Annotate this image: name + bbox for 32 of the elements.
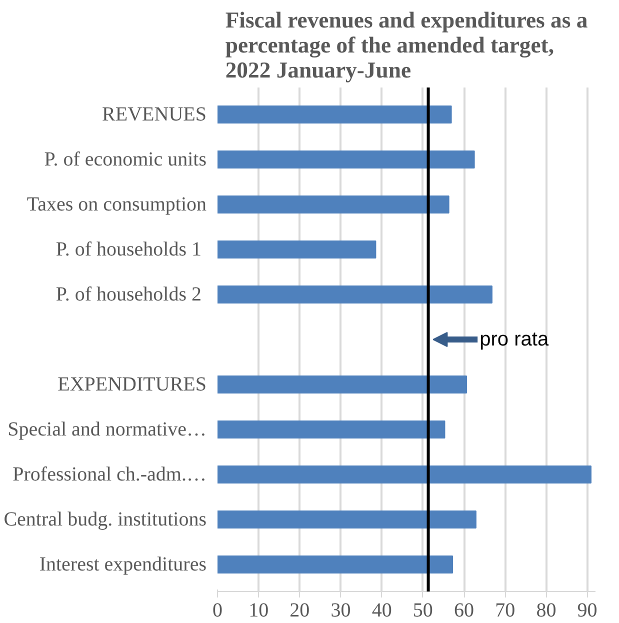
x-tick-label: 0 xyxy=(212,600,222,622)
x-tick-label: 40 xyxy=(372,600,392,622)
bar xyxy=(218,375,467,394)
x-tick-label: 70 xyxy=(495,600,516,622)
bar xyxy=(218,465,592,484)
y-tick-label: P. of households 2 xyxy=(56,284,202,306)
x-tick-label: 20 xyxy=(290,600,310,622)
bar xyxy=(218,195,450,214)
y-tick-label: Special and normative… xyxy=(8,418,206,440)
x-tick-label: 60 xyxy=(454,600,474,622)
y-tick-label: Professional ch.-adm.… xyxy=(12,464,207,486)
bar xyxy=(218,105,452,124)
bar xyxy=(218,285,492,304)
y-tick-label: Interest expenditures xyxy=(39,554,207,576)
y-tick-label: REVENUES xyxy=(102,104,207,126)
y-tick-label: P. of households 1 xyxy=(56,238,202,260)
x-tick-label: 90 xyxy=(577,600,598,622)
y-tick-label: EXPENDITURES xyxy=(58,374,207,396)
bar xyxy=(218,420,446,439)
y-tick-label: Central budg. institutions xyxy=(4,508,207,530)
y-tick-label: Taxes on consumption xyxy=(26,194,206,216)
x-tick-label: 80 xyxy=(536,600,556,622)
bar xyxy=(218,150,475,169)
bar xyxy=(218,510,476,529)
x-tick-label: 10 xyxy=(248,600,269,622)
ref-line-label: pro rata xyxy=(480,328,550,350)
bar xyxy=(218,240,376,259)
x-tick-label: 50 xyxy=(412,600,433,622)
bar xyxy=(218,555,454,574)
chart-title: Fiscal revenues and expenditures as a percentage of the amended target, 2022 January-June xyxy=(225,8,588,82)
y-tick-label: P. of economic units xyxy=(44,148,207,170)
x-tick-label: 30 xyxy=(330,600,351,622)
